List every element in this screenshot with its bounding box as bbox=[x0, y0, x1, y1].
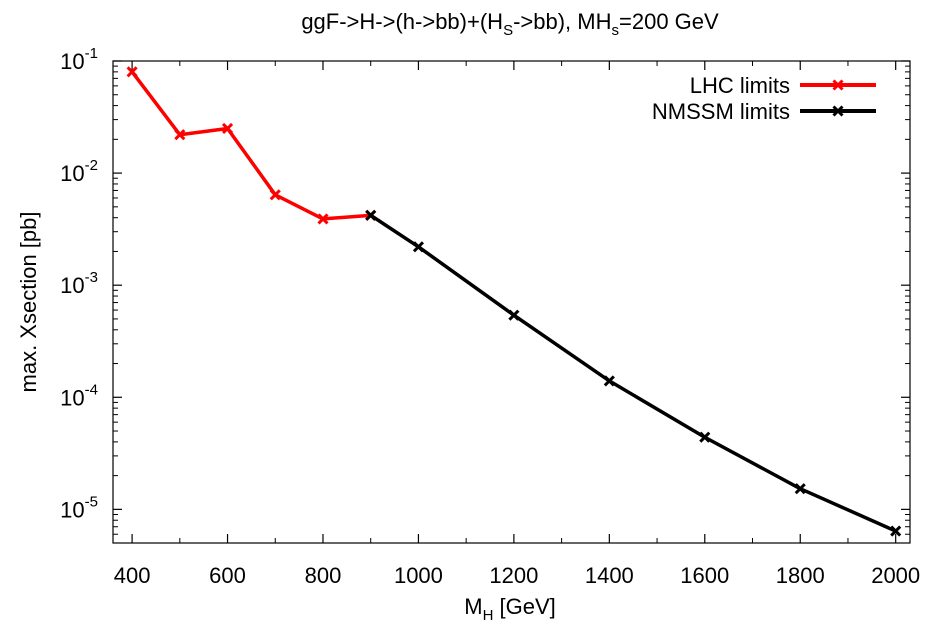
plot-frame bbox=[112, 60, 911, 544]
x-tick-label: 600 bbox=[209, 563, 246, 588]
y-axis-title: max. Xsection [pb] bbox=[16, 212, 41, 393]
legend-marker-nmssm bbox=[832, 105, 844, 117]
series-layer bbox=[126, 66, 902, 537]
legend-label-lhc: LHC limits bbox=[690, 73, 790, 98]
chart-title: ggF->H->(h->bb)+(HS->bb), MHs=200 GeV bbox=[301, 9, 719, 39]
data-point bbox=[794, 483, 806, 495]
x-tick-label: 1600 bbox=[680, 563, 729, 588]
data-point bbox=[365, 209, 377, 221]
legend-marker-glyph bbox=[832, 105, 844, 117]
data-point bbox=[890, 525, 902, 537]
data-point bbox=[269, 189, 281, 201]
data-point bbox=[221, 122, 234, 135]
data-point bbox=[126, 66, 138, 78]
series-line-1 bbox=[369, 213, 897, 533]
legend-marker-lhc bbox=[832, 79, 844, 91]
chart-title-sub1: S bbox=[503, 22, 513, 39]
legend-entry-lhc: LHC limits bbox=[690, 73, 876, 98]
x-axis-title-sub: H bbox=[483, 607, 494, 624]
y-tick-label: 10-3 bbox=[60, 269, 98, 298]
data-point bbox=[412, 241, 424, 253]
x-tick-label: 1000 bbox=[394, 563, 443, 588]
chart-title-tail: =200 GeV bbox=[619, 9, 719, 34]
legend: LHC limits NMSSM limits bbox=[652, 73, 876, 124]
data-point bbox=[508, 309, 520, 321]
x-tick-label: 1200 bbox=[489, 563, 538, 588]
x-tick-label: 800 bbox=[305, 563, 342, 588]
data-point bbox=[603, 375, 615, 387]
data-point bbox=[317, 213, 329, 225]
x-tick-label: 2000 bbox=[871, 563, 920, 588]
x-axis-title-tail: [GeV] bbox=[493, 594, 555, 619]
x-axis-title-main: M bbox=[464, 594, 482, 619]
legend-marker-glyph bbox=[832, 79, 844, 91]
data-point bbox=[174, 129, 186, 141]
series-line-0 bbox=[130, 70, 371, 221]
y-tick-label: 10-4 bbox=[60, 381, 98, 410]
x-axis-title: MH [GeV] bbox=[464, 594, 556, 624]
legend-entry-nmssm: NMSSM limits bbox=[652, 99, 876, 124]
chart-title-main: ggF->H->(h->bb)+(H bbox=[301, 9, 503, 34]
legend-label-nmssm: NMSSM limits bbox=[652, 99, 790, 124]
x-tick-label: 400 bbox=[114, 563, 151, 588]
y-tick-label: 10-2 bbox=[60, 157, 98, 186]
y-tick-label: 10-1 bbox=[60, 45, 98, 74]
data-point bbox=[699, 431, 711, 443]
chart-title-sub2: s bbox=[612, 22, 620, 39]
y-tick-label: 10-5 bbox=[60, 493, 98, 522]
x-tick-label: 1400 bbox=[585, 563, 634, 588]
x-tick-label: 1800 bbox=[776, 563, 825, 588]
x-axis: 400 600 800 1000 1200 1400 1600 1800 2000 bbox=[114, 61, 920, 588]
y-axis: 10-1 10-2 10-3 10-4 10-5 bbox=[60, 45, 910, 535]
chart-title-mid: ->bb), MH bbox=[513, 9, 611, 34]
